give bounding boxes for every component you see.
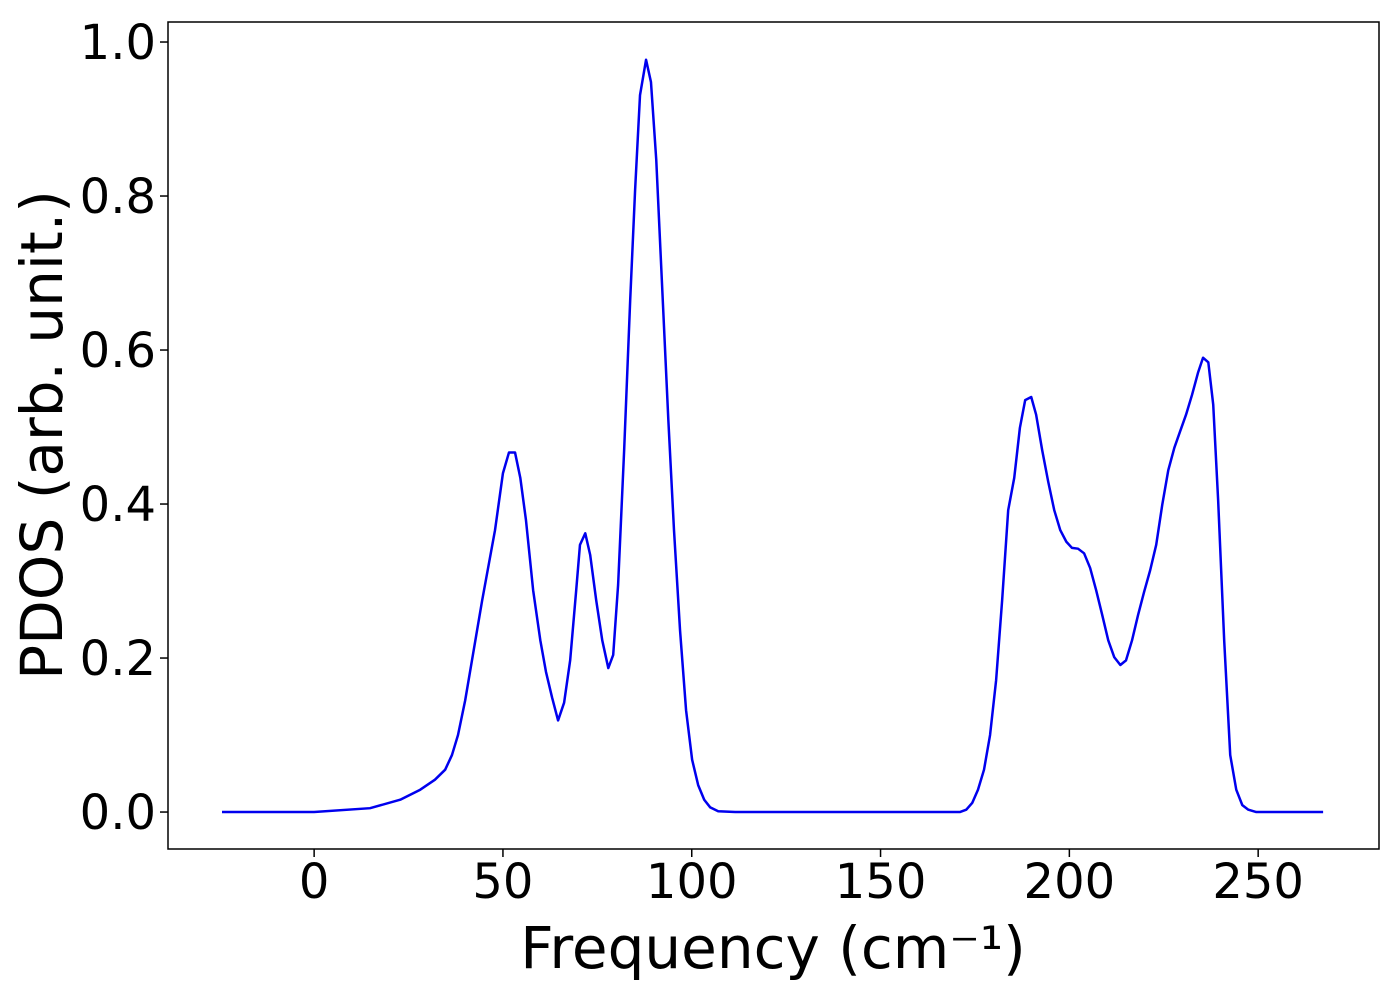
y-axis-label: PDOS (arb. unit.) [8, 190, 76, 680]
data-line [222, 58, 1324, 814]
y-tick-label: 0.0 [80, 785, 156, 841]
x-axis-label: Frequency (cm⁻¹) [520, 914, 1026, 982]
x-tick-label: 200 [1024, 854, 1116, 910]
y-tick-label: 0.8 [80, 169, 156, 225]
x-tick-label: 50 [472, 854, 533, 910]
y-tick-label: 0.4 [80, 477, 156, 533]
x-tick-label: 100 [646, 854, 738, 910]
x-tick-label: 150 [835, 854, 927, 910]
y-tick-label: 0.6 [80, 323, 156, 379]
x-tick-label: 250 [1212, 854, 1304, 910]
y-tick-label: 1.0 [80, 15, 156, 71]
y-tick-label: 0.2 [80, 631, 156, 687]
plot-frame [167, 21, 1380, 850]
x-tick-label: 0 [299, 854, 330, 910]
